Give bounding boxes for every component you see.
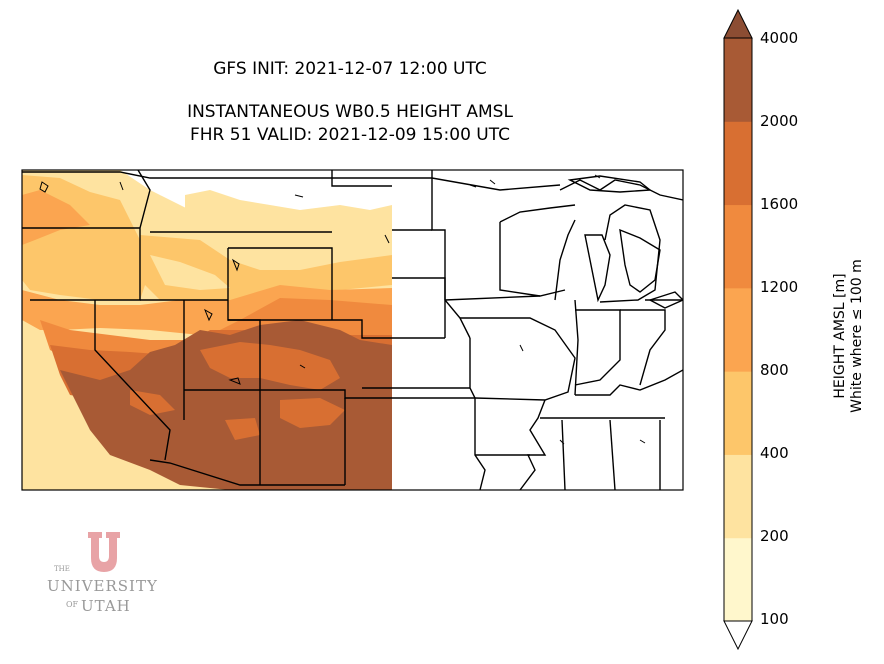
university-of-utah-logo: THE UNIVERSITY OF UTAH: [44, 528, 160, 620]
colorbar-bin: [724, 537, 752, 622]
logo-university: UNIVERSITY: [47, 577, 158, 595]
cb-tick-label: 400: [760, 444, 789, 462]
logo-the: THE: [54, 565, 70, 573]
colorbar-bin: [724, 121, 752, 206]
cb-tick-label: 1200: [760, 278, 799, 296]
state-boundaries: [22, 170, 683, 490]
colorbar-extend-min: [723, 620, 753, 651]
logo-of: OF: [66, 600, 79, 609]
colorbar-label-line2: White where ≤ 100 m: [849, 259, 865, 413]
colorbar-bin: [724, 371, 752, 455]
lakes: [39, 174, 646, 445]
colorbar-label: HEIGHT AMSL [m] White where ≤ 100 m: [832, 186, 866, 486]
init-title: GFS INIT: 2021-12-07 12:00 UTC: [213, 59, 487, 79]
map-frame: [21, 169, 684, 491]
colorbar-bin: [724, 287, 752, 372]
block-u-icon: [88, 532, 120, 572]
colorbar-bin: [724, 454, 752, 539]
cb-tick-label: 800: [760, 361, 789, 379]
contour-fill: [22, 170, 392, 490]
colorbar-bin: [724, 204, 752, 289]
cb-tick-label: 4000: [760, 29, 799, 47]
cb-tick-label: 2000: [760, 112, 799, 130]
cb-tick-label: 1600: [760, 195, 799, 213]
cb-tick-label: 200: [760, 527, 789, 545]
colorbar-segments: [724, 38, 752, 622]
colorbar-extend-max: [723, 8, 753, 39]
valid-title: FHR 51 VALID: 2021-12-09 15:00 UTC: [190, 125, 510, 145]
product-title: INSTANTANEOUS WB0.5 HEIGHT AMSL: [187, 102, 513, 122]
colorbar-label-line1: HEIGHT AMSL [m]: [832, 273, 848, 399]
colorbar-frame: [723, 37, 753, 622]
logo-utah: UTAH: [81, 597, 131, 615]
cb-tick-label: 100: [760, 610, 789, 628]
colorbar-bin: [724, 38, 752, 122]
